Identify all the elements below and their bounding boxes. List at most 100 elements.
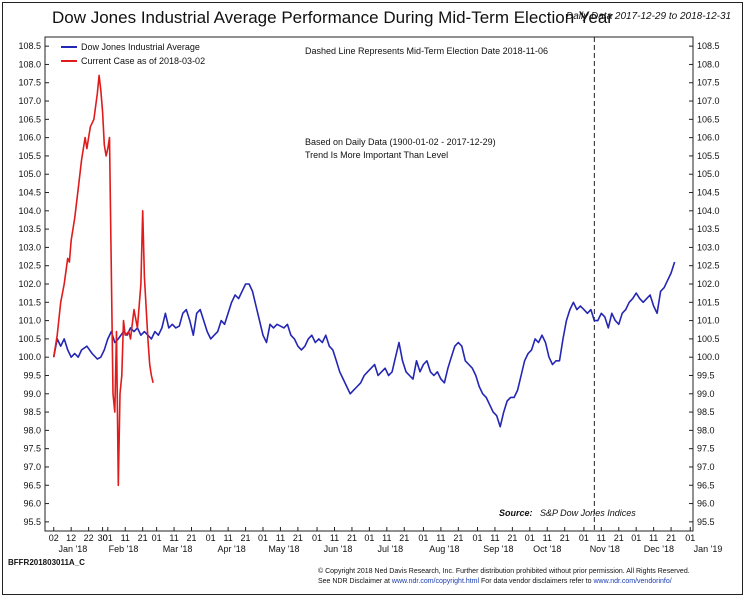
x-tick-label: 21 xyxy=(293,533,303,543)
x-month-label: Dec '18 xyxy=(644,544,674,554)
y-tick-label-right: 101.0 xyxy=(697,316,720,326)
vendor-link[interactable]: www.ndr.com/vendorinfo/ xyxy=(593,578,672,585)
y-tick-label-right: 103.5 xyxy=(697,224,720,234)
x-tick-label: 01 xyxy=(418,533,428,543)
y-tick-label-right: 104.5 xyxy=(697,188,720,198)
y-tick-label-left: 103.5 xyxy=(18,224,41,234)
x-month-label: Jan '18 xyxy=(59,544,88,554)
x-tick-label: 11 xyxy=(490,533,499,543)
y-tick-label-left: 107.5 xyxy=(18,78,41,88)
x-month-label: Aug '18 xyxy=(429,544,459,554)
x-tick-label: 11 xyxy=(276,533,285,543)
disclaimer-prefix: See NDR Disclaimer at xyxy=(318,578,392,585)
plot-area xyxy=(44,36,694,532)
x-month-label: May '18 xyxy=(268,544,299,554)
y-tick-label-left: 98.0 xyxy=(23,425,41,435)
x-tick-label: 21 xyxy=(187,533,197,543)
y-tick-label-right: 105.0 xyxy=(697,169,720,179)
y-tick-label-right: 100.5 xyxy=(697,334,720,344)
y-tick-label-left: 101.5 xyxy=(18,297,41,307)
x-tick-label: 11 xyxy=(436,533,445,543)
x-tick-label: 11 xyxy=(597,533,606,543)
x-tick-label: 11 xyxy=(649,533,658,543)
legend: Dow Jones Industrial Average Current Cas… xyxy=(61,42,205,66)
y-tick-label-right: 98.5 xyxy=(697,407,715,417)
x-tick-label: 01 xyxy=(472,533,482,543)
x-month-label: Jul '18 xyxy=(377,544,403,554)
copyright-block: © Copyright 2018 Ned Davis Research, Inc… xyxy=(318,567,690,587)
y-tick-label-left: 104.0 xyxy=(18,206,41,216)
x-tick-label: 11 xyxy=(543,533,552,543)
date-range-label: Daily Data 2017-12-29 to 2018-12-31 xyxy=(566,11,732,22)
y-tick-label-left: 100.0 xyxy=(18,352,41,362)
y-tick-label-left: 99.0 xyxy=(23,389,41,399)
annotation-trend: Trend Is More Important Than Level xyxy=(305,150,448,160)
x-tick-label: 30 xyxy=(98,533,108,543)
legend-label-djia: Dow Jones Industrial Average xyxy=(81,42,200,52)
y-tick-label-right: 97.5 xyxy=(697,444,715,454)
x-month-label: Jun '18 xyxy=(324,544,353,554)
y-tick-label-left: 97.0 xyxy=(23,462,41,472)
x-month-label: Sep '18 xyxy=(483,544,513,554)
y-tick-label-right: 100.0 xyxy=(697,352,720,362)
y-tick-label-left: 97.5 xyxy=(23,444,41,454)
y-tick-label-left: 102.0 xyxy=(18,279,41,289)
y-tick-label-left: 107.0 xyxy=(18,96,41,106)
x-tick-label: 11 xyxy=(382,533,391,543)
y-tick-label-right: 106.0 xyxy=(697,133,720,143)
y-tick-label-left: 105.0 xyxy=(18,169,41,179)
x-month-label: Feb '18 xyxy=(109,544,139,554)
y-tick-label-left: 96.0 xyxy=(23,499,41,509)
y-tick-label-left: 102.5 xyxy=(18,261,41,271)
copyright-link[interactable]: www.ndr.com/copyright.html xyxy=(391,578,480,585)
y-tick-label-left: 98.5 xyxy=(23,407,41,417)
y-tick-label-right: 108.0 xyxy=(697,59,720,69)
x-month-label: Oct '18 xyxy=(533,544,561,554)
x-tick-label: 21 xyxy=(453,533,463,543)
y-tick-label-left: 106.5 xyxy=(18,114,41,124)
y-tick-label-right: 98.0 xyxy=(697,425,715,435)
x-tick-label: 22 xyxy=(84,533,94,543)
y-tick-label-right: 96.0 xyxy=(697,499,715,509)
y-axis-right: 95.5 96.0 96.5 97.0 97.5 98.0 98.5 99.0 99.5 100.… xyxy=(689,41,720,527)
series-layer xyxy=(52,37,676,531)
annotation-basis: Based on Daily Data (1900-01-02 - 2017-1… xyxy=(305,137,496,147)
y-tick-label-left: 104.5 xyxy=(18,188,41,198)
y-tick-label-right: 103.0 xyxy=(697,242,720,252)
x-tick-label: 21 xyxy=(347,533,357,543)
y-tick-label-right: 99.5 xyxy=(697,370,715,380)
y-tick-label-left: 95.5 xyxy=(23,517,41,527)
x-tick-label: 01 xyxy=(685,533,695,543)
y-tick-label-right: 97.0 xyxy=(697,462,715,472)
y-tick-label-right: 106.5 xyxy=(697,114,720,124)
y-tick-label-right: 102.0 xyxy=(697,279,720,289)
x-tick-label: 21 xyxy=(138,533,148,543)
annotation-dashed-line: Dashed Line Represents Mid-Term Election… xyxy=(305,46,548,56)
y-tick-label-left: 103.0 xyxy=(18,242,41,252)
disclaimer-line: See NDR Disclaimer at www.ndr.com/copyri… xyxy=(318,577,690,587)
x-tick-label: 21 xyxy=(614,533,624,543)
chart-title: Dow Jones Industrial Average Performance… xyxy=(52,8,613,27)
x-tick-label: 01 xyxy=(152,533,162,543)
y-tick-label-right: 107.5 xyxy=(697,78,720,88)
chart-code: BFFR201803011A_C xyxy=(8,558,85,567)
series-line-current-case xyxy=(52,74,154,487)
x-month-label: Mar '18 xyxy=(163,544,193,554)
x-tick-label: 21 xyxy=(241,533,251,543)
y-tick-label-right: 101.5 xyxy=(697,297,720,307)
x-tick-label: 01 xyxy=(579,533,589,543)
y-tick-label-left: 106.0 xyxy=(18,133,41,143)
y-tick-label-right: 104.0 xyxy=(697,206,720,216)
y-tick-label-right: 99.0 xyxy=(697,389,715,399)
x-tick-label: 01 xyxy=(103,533,113,543)
x-tick-label: 21 xyxy=(507,533,517,543)
legend-label-current: Current Case as of 2018-03-02 xyxy=(81,56,205,66)
y-tick-label-right: 108.5 xyxy=(697,41,720,51)
x-tick-label: 11 xyxy=(330,533,339,543)
y-tick-label-right: 107.0 xyxy=(697,96,720,106)
y-tick-label-left: 96.5 xyxy=(23,480,41,490)
y-tick-label-right: 105.5 xyxy=(697,151,720,161)
